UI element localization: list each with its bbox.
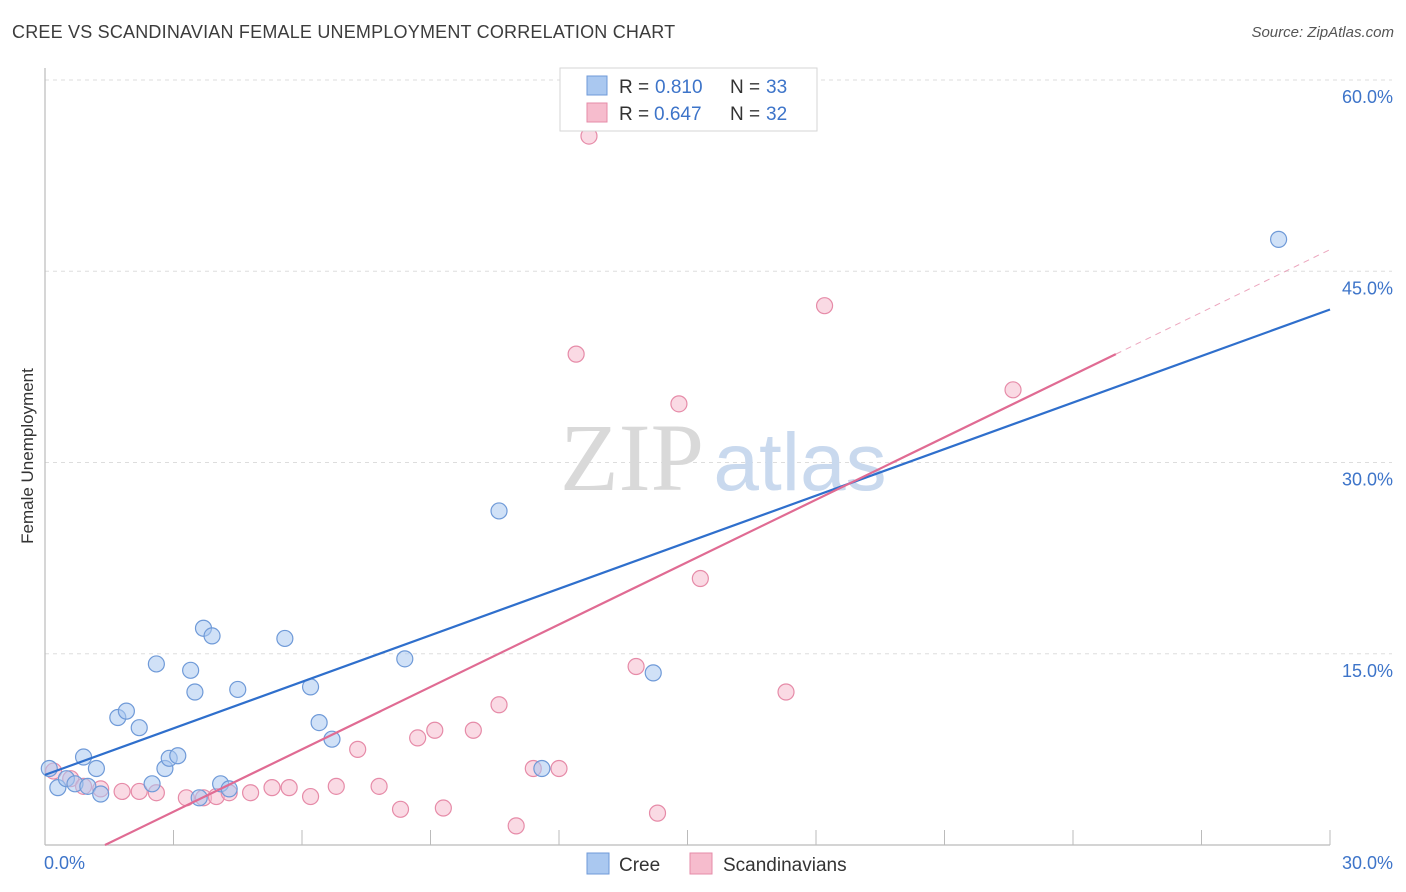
chart-title: CREE VS SCANDINAVIAN FEMALE UNEMPLOYMENT… xyxy=(12,22,676,42)
scandinavians-point xyxy=(391,800,410,818)
cree-n-label: N = xyxy=(730,77,760,98)
scandinavians-point xyxy=(490,696,508,714)
scandinavians-point xyxy=(567,345,585,363)
scandinavians-point xyxy=(409,729,427,747)
cree-point xyxy=(644,664,662,682)
cree-point xyxy=(130,719,148,737)
scandinavians-point xyxy=(1004,381,1022,399)
cree-point xyxy=(147,655,165,673)
y-tick-label: 15.0% xyxy=(1342,661,1393,681)
watermark-zip: ZIP xyxy=(560,404,704,511)
scandinavians-point xyxy=(370,777,388,795)
cree-point xyxy=(117,702,135,720)
cree-point xyxy=(396,650,414,668)
scan-r-label: R = xyxy=(619,104,649,125)
trend-lines xyxy=(44,249,1331,846)
scandinavians-point xyxy=(777,683,795,701)
cree-point xyxy=(1269,230,1288,248)
scandinavians-point xyxy=(349,740,367,758)
cree-point xyxy=(533,759,551,778)
x-tick-label-max: 30.0% xyxy=(1342,853,1393,873)
scandinavians-point xyxy=(301,787,320,806)
cree-point xyxy=(92,785,110,803)
series-legend: Cree Scandinavians xyxy=(586,852,847,876)
cree-point xyxy=(79,777,97,795)
scandinavians-point xyxy=(426,721,444,739)
stats-legend: R = 0.810 N = 33 R = 0.647 N = 32 xyxy=(559,67,818,132)
cree-point xyxy=(182,661,200,679)
cree-swatch xyxy=(586,75,608,96)
cree-point xyxy=(276,629,294,648)
scandinavians-point xyxy=(434,799,452,817)
cree-point xyxy=(143,775,161,793)
legend-cree-swatch xyxy=(586,852,610,875)
scan-r-value: 0.647 xyxy=(654,104,702,125)
y-tick-label: 60.0% xyxy=(1342,87,1393,107)
y-axis-label: Female Unemployment xyxy=(18,368,37,544)
cree-point xyxy=(310,713,328,732)
y-tick-label: 30.0% xyxy=(1342,470,1393,490)
cree-point xyxy=(190,789,208,807)
cree-r-value: 0.810 xyxy=(655,77,703,98)
scandinavians-point xyxy=(670,395,688,413)
scandinavians-point xyxy=(130,782,148,801)
scandinavians-swatch xyxy=(586,102,608,123)
cree-point xyxy=(220,780,238,798)
legend-cree-label: Cree xyxy=(619,855,660,876)
scandinavians-point xyxy=(815,297,834,315)
legend-scandinavians-label: Scandinavians xyxy=(723,855,847,876)
cree-point xyxy=(490,502,508,520)
y-tick-labels: 15.0% 30.0% 45.0% 60.0% xyxy=(1342,87,1393,681)
scandinavians-point xyxy=(691,569,709,588)
legend-scandinavians-swatch xyxy=(689,852,713,875)
scandinavians-point xyxy=(280,779,298,797)
x-axis-ticks xyxy=(173,830,1331,845)
cree-points xyxy=(40,230,1288,807)
cree-point xyxy=(169,747,187,765)
x-tick-label-min: 0.0% xyxy=(44,853,85,873)
scandinavians-point xyxy=(327,777,345,795)
scandinavians-trend-extension xyxy=(1115,249,1331,355)
cree-n-value: 33 xyxy=(766,77,787,98)
scandinavians-point xyxy=(113,782,131,801)
cree-point xyxy=(229,680,247,699)
scandinavians-point xyxy=(507,817,525,835)
scandinavians-point xyxy=(242,784,260,802)
scandinavians-point xyxy=(263,779,281,797)
scan-n-label: N = xyxy=(730,104,760,125)
cree-point xyxy=(186,683,204,701)
cree-trend-line xyxy=(44,308,1331,776)
watermark-atlas: atlas xyxy=(713,417,886,508)
cree-point xyxy=(203,627,221,645)
scandinavians-point xyxy=(648,804,667,822)
scandinavians-point xyxy=(464,721,482,739)
scandinavians-point xyxy=(627,657,645,676)
y-tick-label: 45.0% xyxy=(1342,278,1393,298)
gridlines xyxy=(45,79,1392,655)
cree-point xyxy=(87,759,106,778)
source-label: Source: ZipAtlas.com xyxy=(1251,24,1394,41)
scandinavians-point xyxy=(550,759,568,778)
scan-n-value: 32 xyxy=(766,104,787,125)
scandinavians-trend-line xyxy=(104,353,1117,846)
cree-r-label: R = xyxy=(619,77,649,98)
